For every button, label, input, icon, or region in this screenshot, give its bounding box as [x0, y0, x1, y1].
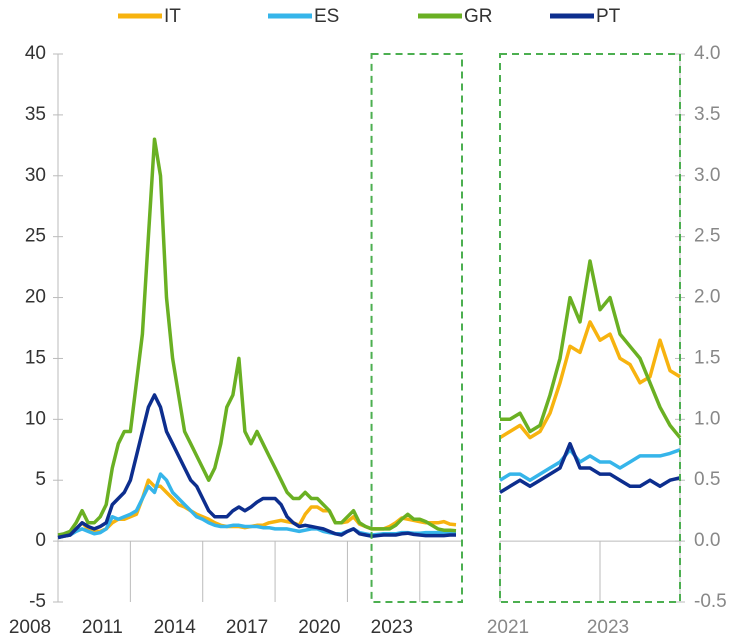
- y-tick-label: 35: [25, 104, 46, 125]
- y-tick-label: 0: [35, 530, 46, 551]
- panel: -0.5 0.0 0.5 1.0 1.5 2.0 2.5 3.0 3.5 4.0 2021 2023: [487, 43, 727, 638]
- y-tick-label: 30: [25, 165, 46, 186]
- y-tick-label: 40: [25, 43, 46, 64]
- x-tick-label: 2008: [9, 617, 51, 638]
- y-tick-label: 1.0: [694, 408, 720, 429]
- y-tick-label: 3.0: [694, 165, 720, 186]
- y-tick-label: 10: [25, 408, 46, 429]
- legend-label: ES: [314, 6, 339, 27]
- panel: -5 0 5 10 15 20 25 30 35 40 2008 2011 2014 2017 2020 20…: [9, 43, 462, 638]
- y-tick-label: 5: [35, 469, 46, 490]
- highlight-box: [499, 53, 681, 603]
- x-tick-label: 2023: [371, 617, 413, 638]
- y-tick-label: 25: [25, 226, 46, 247]
- highlight-box: [370, 53, 464, 603]
- legend-label: PT: [596, 6, 621, 27]
- series-line: [499, 320, 681, 440]
- y-tick-label: 20: [25, 287, 46, 308]
- x-tick-label: 2017: [226, 617, 268, 638]
- x-tick-label: 2020: [298, 617, 340, 638]
- y-tick-label: 2.0: [694, 287, 720, 308]
- x-tick-label: 2014: [154, 617, 197, 638]
- series-line: [57, 472, 456, 540]
- y-tick-label: 3.5: [694, 104, 720, 125]
- x-tick-label: 2021: [487, 617, 529, 638]
- legend-label: IT: [164, 6, 181, 27]
- y-tick-label: -0.5: [694, 591, 727, 612]
- legend-label: GR: [464, 6, 493, 27]
- x-tick-label: 2011: [82, 617, 123, 638]
- series-line: [500, 259, 682, 439]
- series-line: [499, 441, 681, 494]
- series-line: [57, 478, 457, 540]
- series-line: [57, 137, 457, 537]
- y-tick-label: 15: [25, 347, 46, 368]
- x-tick-label: 2023: [587, 617, 629, 638]
- y-tick-label: 1.5: [694, 347, 720, 368]
- y-tick-label: 0.5: [694, 469, 720, 490]
- y-tick-label: 2.5: [694, 226, 720, 247]
- y-tick-label: -5: [29, 591, 46, 612]
- series-line: [57, 393, 456, 540]
- y-tick-label: 4.0: [694, 43, 720, 64]
- y-tick-label: 0.0: [694, 530, 720, 551]
- series-line: [499, 448, 681, 482]
